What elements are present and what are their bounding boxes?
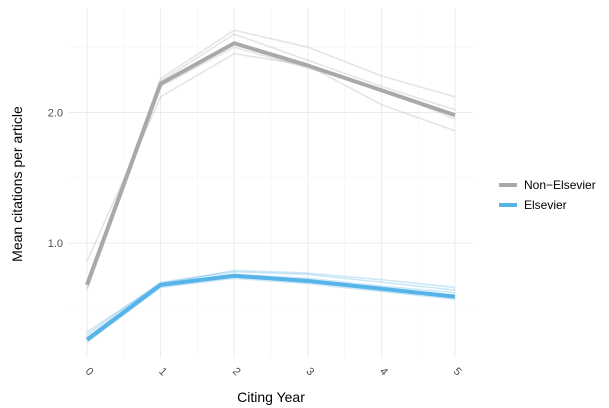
x-tick-label: 3 xyxy=(304,365,317,378)
series-line xyxy=(85,273,456,342)
x-tick-label: 0 xyxy=(83,365,96,378)
faint-run-line xyxy=(86,277,456,343)
x-tick-label: 2 xyxy=(230,365,243,378)
x-tick-label: 4 xyxy=(377,365,390,378)
x-axis-tick-labels: 0 1 2 3 4 5 xyxy=(83,365,464,378)
faint-run-line xyxy=(86,52,456,262)
faint-run-line xyxy=(86,271,456,336)
legend-label: Non−Elsevier xyxy=(524,178,596,192)
x-tick-label: 5 xyxy=(451,365,464,378)
legend: Non−Elsevier Elsevier xyxy=(499,178,596,212)
legend-label: Elsevier xyxy=(524,198,567,212)
y-axis-title: Mean citations per article xyxy=(9,106,25,262)
y-axis-tick-labels: 1.0 2.0 xyxy=(48,107,63,250)
series-lines xyxy=(85,41,456,342)
x-axis-title: Citing Year xyxy=(237,389,305,405)
series-line xyxy=(85,41,456,286)
y-tick-label: 1.0 xyxy=(48,238,63,250)
gridlines xyxy=(69,8,473,358)
x-tick-label: 1 xyxy=(156,365,169,378)
y-tick-label: 2.0 xyxy=(48,107,63,119)
